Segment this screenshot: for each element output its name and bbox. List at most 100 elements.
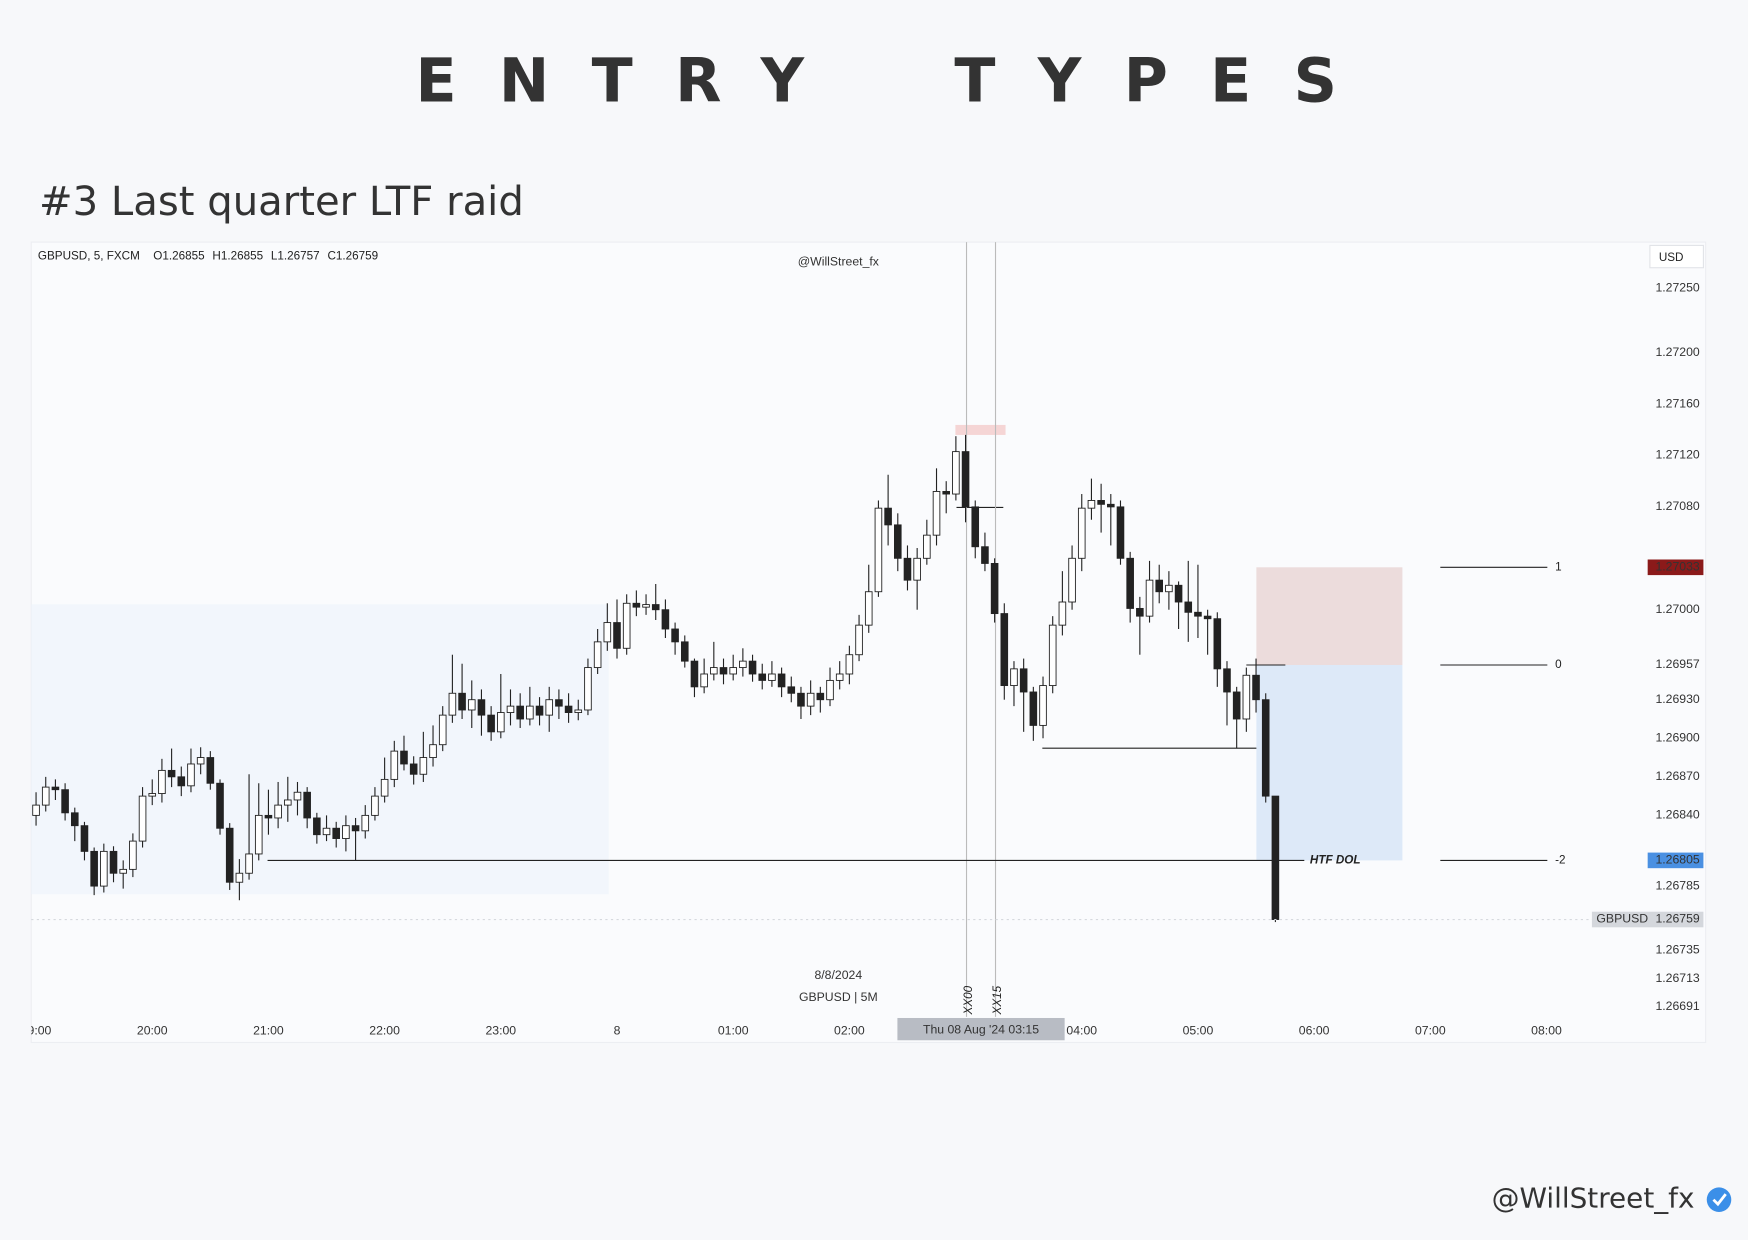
candle-body xyxy=(835,673,844,681)
date-label: 8/8/2024 xyxy=(814,968,862,982)
y-tick-label: 1.27250 xyxy=(1655,281,1699,295)
high-marker xyxy=(955,424,1006,435)
candle-body xyxy=(438,714,447,746)
candle-body xyxy=(651,604,660,611)
candle-body xyxy=(864,591,873,626)
candle-body xyxy=(380,778,389,797)
entry-price-label: 1.26957 xyxy=(1655,657,1699,671)
candle-body xyxy=(100,850,108,887)
candle-body xyxy=(41,786,50,806)
target-price-label-box xyxy=(1647,852,1704,869)
candle-body xyxy=(923,534,931,559)
candle-body xyxy=(642,604,650,608)
candle-body xyxy=(51,786,60,791)
x-tick-label: 8 xyxy=(614,1024,621,1038)
caption: GBPUSD | 5M xyxy=(799,990,878,1004)
x-tick-label: 05:00 xyxy=(1183,1024,1214,1038)
candle-body xyxy=(526,705,534,720)
candle-body xyxy=(235,872,244,883)
candle-body xyxy=(448,692,457,716)
candle-body xyxy=(874,507,883,593)
candle-body xyxy=(1058,601,1067,626)
candle-body xyxy=(1048,624,1057,687)
y-tick-label: 1.27120 xyxy=(1655,448,1699,462)
candle-body xyxy=(1252,674,1260,701)
y-tick-label: 1.26735 xyxy=(1655,943,1699,957)
candle-body xyxy=(622,602,631,649)
candle-body xyxy=(274,804,282,819)
y-tick-label: 1.27080 xyxy=(1655,499,1699,513)
candle-body xyxy=(167,769,176,778)
candle-body xyxy=(903,557,912,581)
candle-body xyxy=(32,804,40,816)
candle-body xyxy=(1223,668,1231,693)
candle-body xyxy=(719,667,728,675)
time-marker-label: XX15 xyxy=(991,985,1004,1015)
candle-body xyxy=(710,667,718,675)
candle-body xyxy=(845,654,854,675)
candle-body xyxy=(497,712,505,733)
candle-body xyxy=(148,793,157,797)
level-label: 0 xyxy=(1555,658,1562,671)
candle-body xyxy=(758,673,767,681)
crosshair-box xyxy=(897,1017,1065,1041)
candle-body xyxy=(1174,584,1183,603)
candle-body xyxy=(371,795,379,816)
range-box xyxy=(31,604,609,895)
candle-body xyxy=(990,562,999,615)
level-label: -2 xyxy=(1555,853,1565,866)
candle-body xyxy=(855,624,863,656)
candle-body xyxy=(1261,699,1270,797)
candle-body xyxy=(1097,500,1105,505)
candle-body xyxy=(61,789,69,814)
candle-body xyxy=(700,673,708,688)
candle-body xyxy=(603,622,612,643)
candle-body xyxy=(1010,668,1018,687)
x-tick-label: 19:00 xyxy=(21,1024,52,1038)
candle-body xyxy=(535,705,544,716)
candle-body xyxy=(506,705,515,714)
x-tick-label: 07:00 xyxy=(1415,1024,1446,1038)
entry-price-label-box xyxy=(1647,657,1704,673)
candle-body xyxy=(109,850,118,874)
footer-handle: @WillStreet_fx xyxy=(1492,1182,1695,1215)
candle-body xyxy=(893,524,902,559)
candle-body xyxy=(1213,618,1222,670)
candle-body xyxy=(487,714,495,733)
candle-body xyxy=(748,660,757,675)
stop-zone xyxy=(1256,567,1403,665)
candle-body xyxy=(1019,668,1028,693)
y-tick-label: 1.26930 xyxy=(1655,692,1699,706)
candle-body xyxy=(680,641,689,662)
candle-body xyxy=(613,622,621,649)
candle-body xyxy=(138,795,147,842)
x-tick-label: 01:00 xyxy=(718,1024,749,1038)
candle-body xyxy=(1203,615,1212,620)
ohlc-value: 1.26855 xyxy=(162,250,205,263)
candle-body xyxy=(671,628,679,643)
candle-body xyxy=(816,692,825,701)
time-marker-label: XX00 xyxy=(962,985,975,1015)
page-subtitle: #3 Last quarter LTF raid xyxy=(39,179,524,225)
watermark: @WillStreet_fx xyxy=(798,254,879,268)
x-tick-label: 04:00 xyxy=(1066,1024,1097,1038)
x-tick-label: 08:00 xyxy=(1531,1024,1562,1038)
candle-body xyxy=(216,782,224,829)
y-tick-label: 1.26900 xyxy=(1655,731,1699,745)
candle-body xyxy=(187,763,195,787)
candle-body xyxy=(1271,795,1280,920)
candle-body xyxy=(429,744,437,758)
candle-body xyxy=(80,825,89,852)
candle-body xyxy=(390,750,399,780)
candle-body xyxy=(361,814,370,832)
candle-body xyxy=(1029,691,1038,726)
candle-body xyxy=(458,692,466,711)
y-tick-label: 1.27000 xyxy=(1655,602,1699,616)
candle-body xyxy=(593,641,602,669)
candle-body xyxy=(981,546,989,564)
candle-body xyxy=(313,817,321,836)
candle-body xyxy=(254,814,263,855)
candle-body xyxy=(913,557,921,581)
target-zone xyxy=(1256,664,1403,861)
